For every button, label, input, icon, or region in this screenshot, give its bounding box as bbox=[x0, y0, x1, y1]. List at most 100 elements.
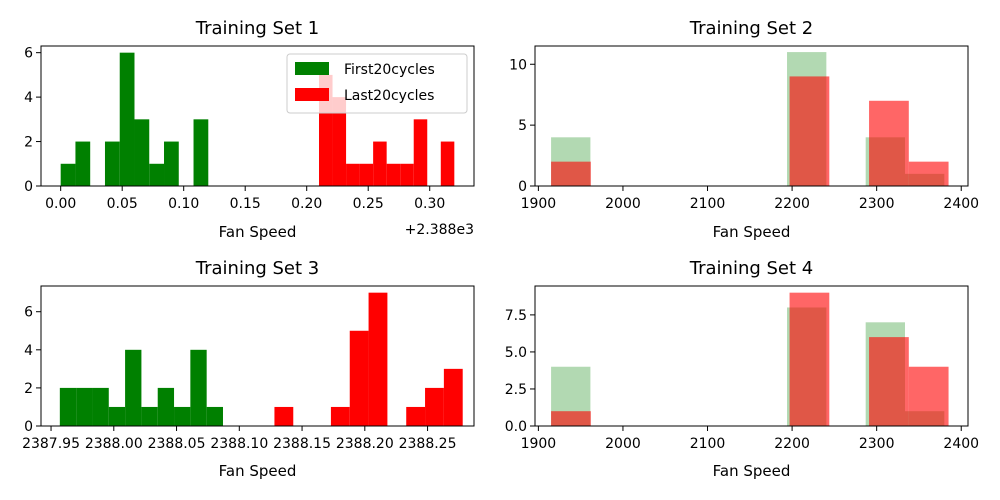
x-axis-label: Fan Speed bbox=[219, 223, 297, 241]
subplot-title: Training Set 3 bbox=[195, 258, 319, 279]
x-tick-label: 0.25 bbox=[353, 196, 384, 212]
x-tick-label: 2200 bbox=[774, 436, 810, 452]
bar-last20cycles-9 bbox=[443, 368, 463, 426]
x-tick-label: 2387.95 bbox=[22, 436, 80, 452]
legend-swatch-first bbox=[295, 62, 329, 75]
bar-first20cycles-0 bbox=[60, 163, 76, 186]
legend-label-first: First20cycles bbox=[344, 62, 435, 78]
bar-last20cycles-9 bbox=[908, 161, 949, 186]
bar-first20cycles-5 bbox=[134, 119, 150, 186]
bar-last20cycles-4 bbox=[349, 330, 369, 426]
x-tick-label: 2388.15 bbox=[273, 436, 331, 452]
x-tick-label: 2000 bbox=[605, 436, 641, 452]
y-tick-label: 2 bbox=[24, 135, 33, 151]
bar-last20cycles-5 bbox=[368, 292, 388, 426]
y-ticks: 0 5 10 bbox=[509, 57, 535, 195]
bars bbox=[551, 52, 949, 187]
x-ticks: 1900 2000 2100 2200 2300 2400 bbox=[521, 186, 979, 212]
x-ticks: 1900 2000 2100 2200 2300 2400 bbox=[521, 426, 979, 452]
bar-first20cycles-7 bbox=[164, 141, 179, 186]
plot-frame bbox=[534, 285, 969, 427]
y-tick-label: 10 bbox=[509, 57, 527, 73]
bar-last20cycles-3 bbox=[330, 406, 350, 426]
x-tick-label: 2100 bbox=[690, 196, 726, 212]
bar-first20cycles-4 bbox=[119, 52, 135, 186]
bar-first20cycles-7 bbox=[174, 406, 191, 426]
x-tick-label: 2388.10 bbox=[210, 436, 268, 452]
y-tick-label: 2 bbox=[24, 381, 33, 397]
plot-frame bbox=[534, 45, 969, 187]
x-tick-label: 0.15 bbox=[230, 196, 261, 212]
bar-last20cycles-6 bbox=[789, 292, 830, 426]
bar-first20cycles-2 bbox=[92, 387, 109, 426]
bar-last20cycles-7 bbox=[406, 406, 426, 426]
x-tick-label: 2388.25 bbox=[399, 436, 457, 452]
bar-last20cycles-5 bbox=[386, 163, 401, 186]
bar-last20cycles-1 bbox=[332, 97, 347, 186]
bars bbox=[551, 292, 949, 426]
bar-last20cycles-4 bbox=[373, 141, 387, 186]
y-tick-label: 4 bbox=[24, 343, 33, 359]
x-tick-label: 2400 bbox=[943, 436, 979, 452]
bar-last20cycles-8 bbox=[425, 387, 444, 426]
bar-last20cycles-9 bbox=[440, 141, 455, 186]
bar-first20cycles-0 bbox=[59, 387, 77, 426]
x-tick-label: 2200 bbox=[774, 196, 810, 212]
subplot-training-set-2: Training Set 2 1900 2000 2100 2200 2300 2400 … bbox=[509, 18, 979, 241]
y-tick-label: 0 bbox=[24, 419, 33, 435]
subplot-title: Training Set 2 bbox=[689, 18, 813, 39]
y-tick-label: 7.5 bbox=[505, 308, 527, 324]
bar-first20cycles-4 bbox=[125, 349, 142, 426]
x-tick-label: 2100 bbox=[690, 436, 726, 452]
bar-last20cycles-3 bbox=[359, 163, 374, 186]
x-tick-label: 1900 bbox=[521, 436, 557, 452]
x-tick-label: 2000 bbox=[605, 196, 641, 212]
bar-last20cycles-8 bbox=[869, 337, 909, 426]
bar-first20cycles-9 bbox=[193, 119, 209, 186]
x-ticks: 2387.95 2388.00 2388.05 2388.10 2388.15 2388.… bbox=[22, 426, 457, 452]
bar-first20cycles-9 bbox=[206, 406, 223, 426]
bar-last20cycles-9 bbox=[908, 366, 949, 426]
x-tick-label: 0.10 bbox=[168, 196, 199, 212]
x-tick-label: 2400 bbox=[943, 196, 979, 212]
bar-last20cycles-6 bbox=[789, 76, 830, 186]
x-tick-label: 0.30 bbox=[414, 196, 445, 212]
x-tick-label: 2388.05 bbox=[148, 436, 206, 452]
y-tick-label: 0 bbox=[24, 179, 33, 195]
bar-first20cycles-5 bbox=[141, 406, 158, 426]
bar-first20cycles-3 bbox=[104, 141, 120, 186]
bar-first20cycles-1 bbox=[75, 141, 91, 186]
bar-last20cycles-6 bbox=[400, 163, 414, 186]
bar-first20cycles-8 bbox=[190, 349, 207, 426]
y-ticks: 0 2 4 6 bbox=[24, 305, 41, 435]
bar-last20cycles-0 bbox=[551, 411, 591, 426]
y-tick-label: 5.0 bbox=[505, 345, 527, 361]
bar-last20cycles-0 bbox=[551, 161, 591, 186]
subplot-title: Training Set 4 bbox=[689, 258, 813, 279]
subplot-training-set-4: Training Set 4 1900 2000 2100 2200 2300 2400 … bbox=[505, 258, 979, 480]
bar-first20cycles-3 bbox=[108, 406, 126, 426]
x-axis-label: Fan Speed bbox=[713, 462, 791, 480]
bar-last20cycles-8 bbox=[869, 100, 909, 186]
bar-first20cycles-6 bbox=[157, 387, 175, 426]
subplot-title: Training Set 1 bbox=[195, 18, 319, 39]
y-tick-label: 5 bbox=[518, 118, 527, 134]
bar-first20cycles-1 bbox=[76, 387, 93, 426]
legend-frame bbox=[286, 53, 468, 114]
subplot-training-set-1: Training Set 1 0.00 0.05 0.10 0.15 0.20 0.25 0… bbox=[24, 18, 475, 241]
y-tick-label: 4 bbox=[24, 90, 33, 106]
y-tick-label: 2.5 bbox=[505, 382, 527, 398]
x-axis-label: Fan Speed bbox=[713, 223, 791, 241]
y-tick-label: 0.0 bbox=[505, 419, 527, 435]
x-tick-label: 2388.00 bbox=[85, 436, 143, 452]
x-tick-label: 1900 bbox=[521, 196, 557, 212]
legend: First20cycles Last20cycles bbox=[286, 53, 468, 114]
bar-last20cycles-0 bbox=[274, 406, 294, 426]
y-ticks: 0.0 2.5 5.0 7.5 bbox=[505, 308, 535, 435]
x-offset-label: +2.388e3 bbox=[405, 222, 474, 238]
y-tick-label: 6 bbox=[24, 46, 33, 62]
x-tick-label: 2388.20 bbox=[336, 436, 394, 452]
x-tick-label: 0.00 bbox=[45, 196, 76, 212]
y-tick-label: 6 bbox=[24, 305, 33, 321]
